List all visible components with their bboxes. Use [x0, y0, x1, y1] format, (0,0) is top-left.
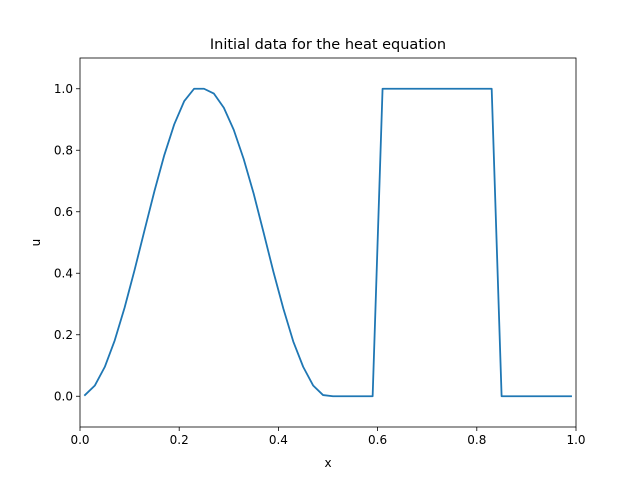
x-tick-label: 0.4 [269, 433, 288, 447]
y-axis-ticks: 0.0 0.2 0.4 0.6 0.8 1.0 [54, 82, 80, 403]
y-tick-label: 0.0 [54, 389, 73, 403]
y-tick-label: 0.6 [54, 205, 73, 219]
x-tick-label: 0.8 [467, 433, 486, 447]
axes-frame [79, 57, 577, 428]
x-tick-label: 0.2 [170, 433, 189, 447]
y-tick-label: 0.2 [54, 328, 73, 342]
x-tick-label: 0.6 [368, 433, 387, 447]
y-tick-label: 1.0 [54, 82, 73, 96]
x-axis-ticks: 0.0 0.2 0.4 0.6 0.8 1.0 [70, 427, 586, 447]
x-tick-label: 1.0 [566, 433, 585, 447]
x-axis-label: x [324, 456, 331, 470]
y-tick-label: 0.8 [54, 143, 73, 157]
x-tick-label: 0.0 [70, 433, 89, 447]
y-tick-label: 0.4 [54, 266, 73, 280]
series-line [83, 87, 572, 398]
plot-area [83, 87, 572, 398]
y-axis-label: u [29, 239, 43, 247]
chart-title: Initial data for the heat equation [210, 37, 446, 53]
